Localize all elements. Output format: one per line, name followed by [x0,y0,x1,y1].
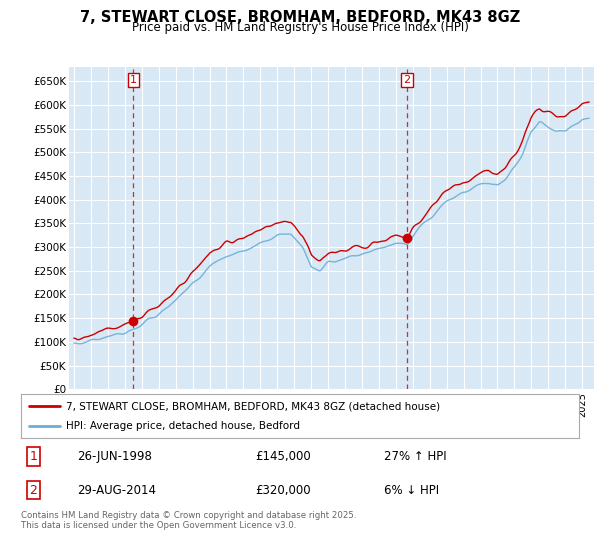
Text: 1: 1 [130,75,137,85]
Text: HPI: Average price, detached house, Bedford: HPI: Average price, detached house, Bedf… [65,421,299,431]
Text: Contains HM Land Registry data © Crown copyright and database right 2025.
This d: Contains HM Land Registry data © Crown c… [21,511,356,530]
Text: £145,000: £145,000 [256,450,311,463]
Text: 2: 2 [29,483,37,497]
Text: 2: 2 [403,75,410,85]
Text: £320,000: £320,000 [256,483,311,497]
Text: 7, STEWART CLOSE, BROMHAM, BEDFORD, MK43 8GZ (detached house): 7, STEWART CLOSE, BROMHAM, BEDFORD, MK43… [65,401,440,411]
Text: 1: 1 [29,450,37,463]
Text: 7, STEWART CLOSE, BROMHAM, BEDFORD, MK43 8GZ: 7, STEWART CLOSE, BROMHAM, BEDFORD, MK43… [80,10,520,25]
Text: 27% ↑ HPI: 27% ↑ HPI [384,450,446,463]
Text: 29-AUG-2014: 29-AUG-2014 [77,483,156,497]
Text: 26-JUN-1998: 26-JUN-1998 [77,450,152,463]
Text: Price paid vs. HM Land Registry's House Price Index (HPI): Price paid vs. HM Land Registry's House … [131,21,469,34]
Text: 6% ↓ HPI: 6% ↓ HPI [384,483,439,497]
